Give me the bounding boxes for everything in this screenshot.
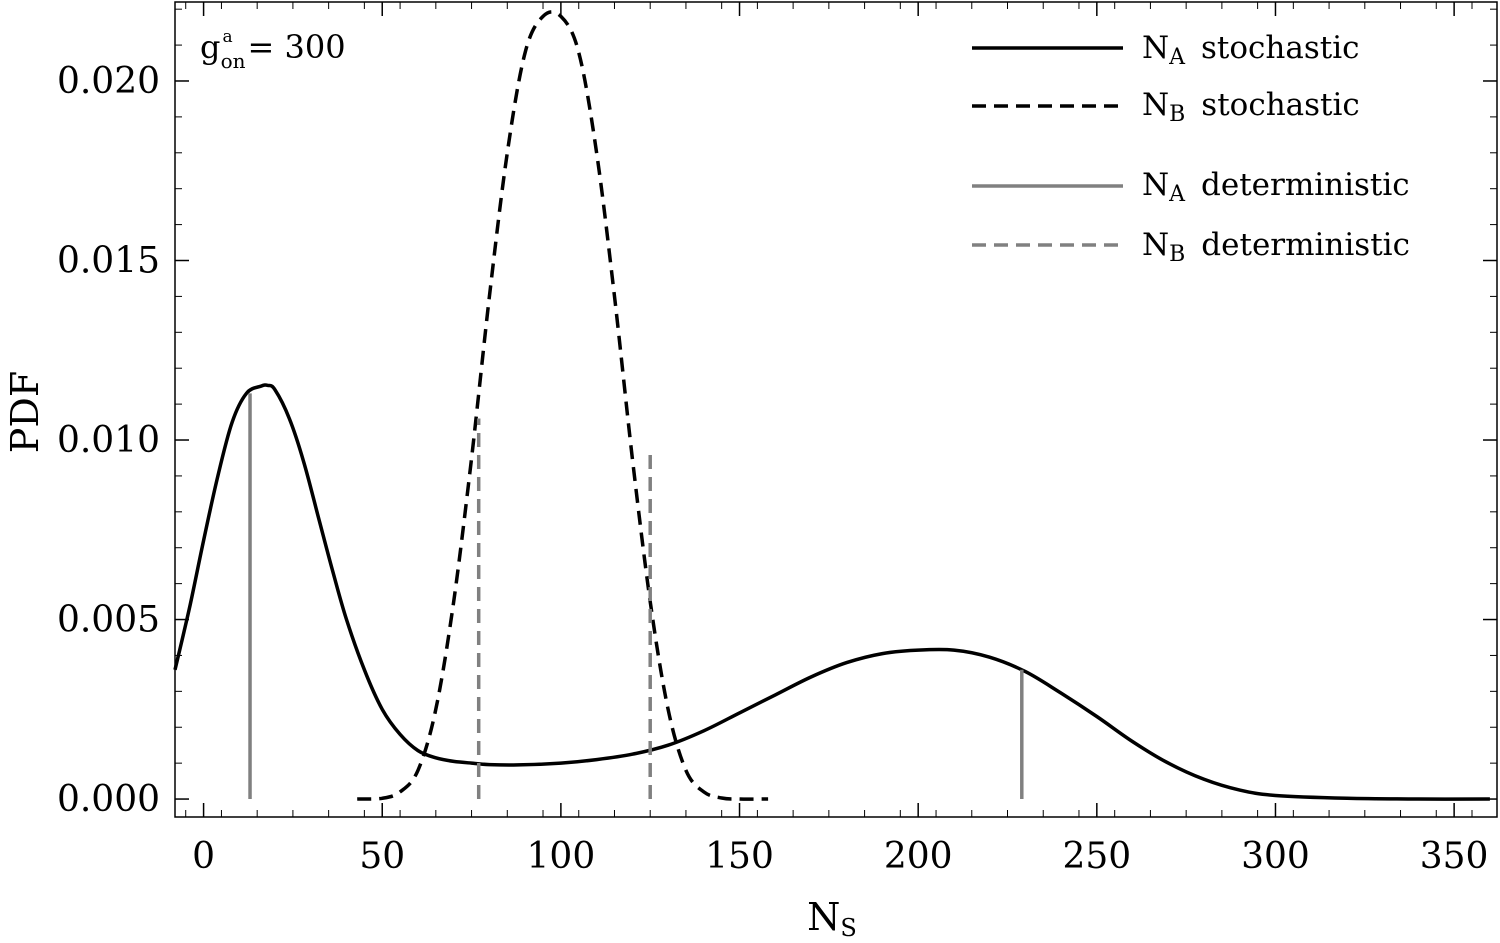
y-tick-label: 0.010 [57, 420, 160, 461]
x-tick-label: 350 [1420, 836, 1489, 877]
legend-label-nb-deterministic: NB deterministic [1142, 227, 1410, 267]
x-tick-label: 0 [192, 836, 215, 877]
legend-label-nb-stochastic: NB stochastic [1142, 87, 1360, 127]
series-line-1 [357, 10, 769, 801]
x-axis-ticks: 0 50 100 150 200 250 300 350 [192, 2, 1488, 877]
y-tick-label: 0.020 [57, 61, 160, 102]
y-axis-title: PDF [3, 371, 47, 453]
x-axis-title: NS [807, 895, 857, 942]
legend: NA stochastic NB stochastic NA deterministi… [972, 30, 1410, 267]
minor-ticks [175, 2, 1497, 817]
legend-label-na-deterministic: NA deterministic [1142, 167, 1410, 207]
series-line-0 [173, 383, 1490, 801]
y-tick-label: 0.000 [57, 779, 160, 820]
annotation-g-on: g a on= 300 [200, 27, 346, 73]
x-tick-label: 100 [527, 836, 596, 877]
plot-frame [174, 1, 1498, 818]
legend-label-na-stochastic: NA stochastic [1142, 30, 1360, 70]
x-tick-label: 150 [705, 836, 774, 877]
y-axis-ticks: 0.000 0.005 0.010 0.015 0.020 [57, 61, 1497, 820]
x-tick-label: 300 [1241, 836, 1310, 877]
y-tick-label: 0.015 [57, 241, 160, 282]
y-tick-label: 0.005 [57, 600, 160, 641]
x-tick-label: 50 [359, 836, 405, 877]
x-tick-label: 250 [1062, 836, 1131, 877]
series-layer [173, 10, 1490, 801]
x-tick-label: 200 [884, 836, 953, 877]
